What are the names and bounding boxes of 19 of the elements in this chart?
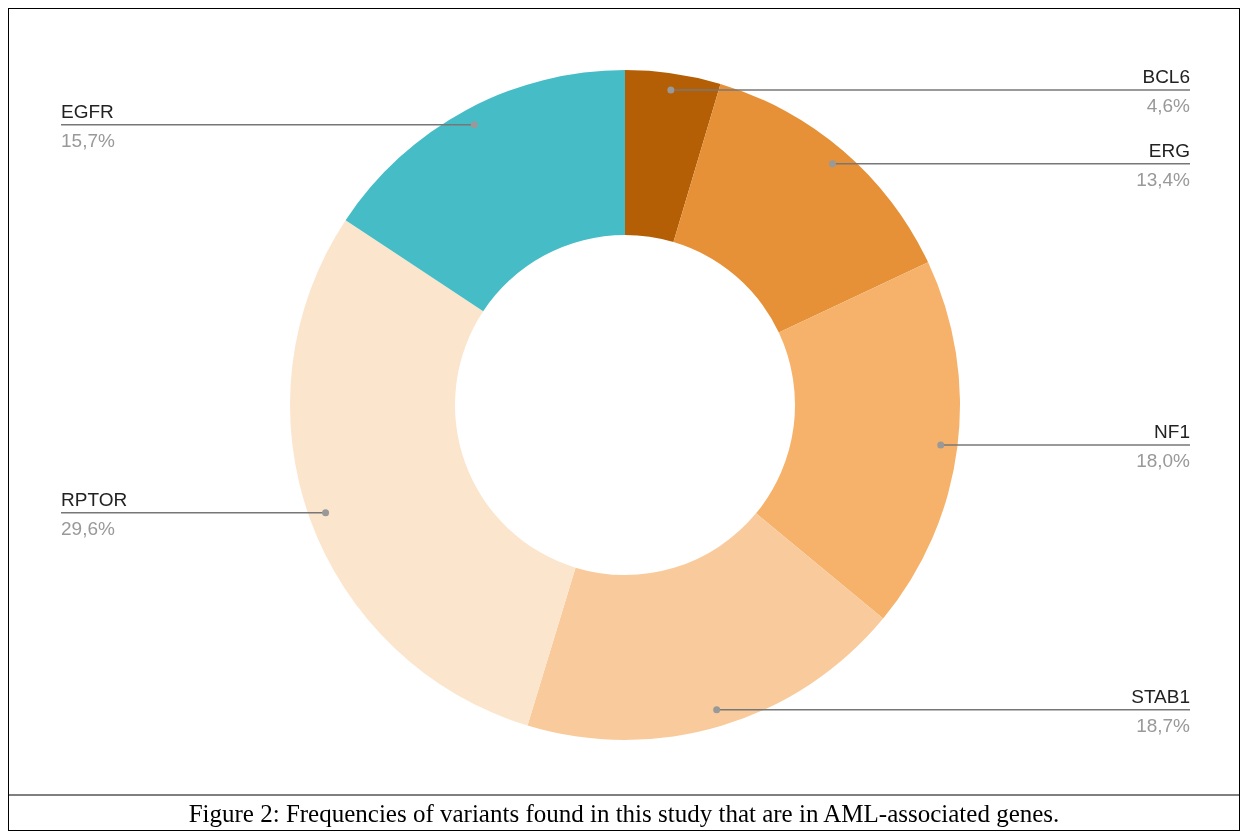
data-label: 18,7% [1136, 714, 1191, 736]
donut-slice [290, 220, 576, 726]
data-label: 18,0% [1136, 449, 1191, 471]
slice-label: NF1 [1154, 420, 1190, 442]
donut-slice [345, 70, 625, 312]
donut-slice [625, 70, 721, 243]
data-label: 13,4% [1136, 168, 1191, 190]
slice-label: STAB1 [1131, 685, 1190, 707]
slice-label: RPTOR [61, 488, 128, 510]
caption: Figure 2: Frequencies of variants found in this study that are in AML-associated genes. [188, 800, 1060, 827]
slice-label: EGFR [61, 100, 114, 122]
donut-slice [673, 83, 929, 333]
slice-label: ERG [1148, 139, 1190, 161]
data-label: 15,7% [61, 129, 115, 151]
data-label: 29,6% [61, 517, 115, 539]
donut-slice [755, 262, 960, 619]
slice-label: BCL6 [1142, 66, 1190, 88]
data-label: 4,6% [1146, 95, 1191, 117]
donut-slice [527, 513, 884, 740]
